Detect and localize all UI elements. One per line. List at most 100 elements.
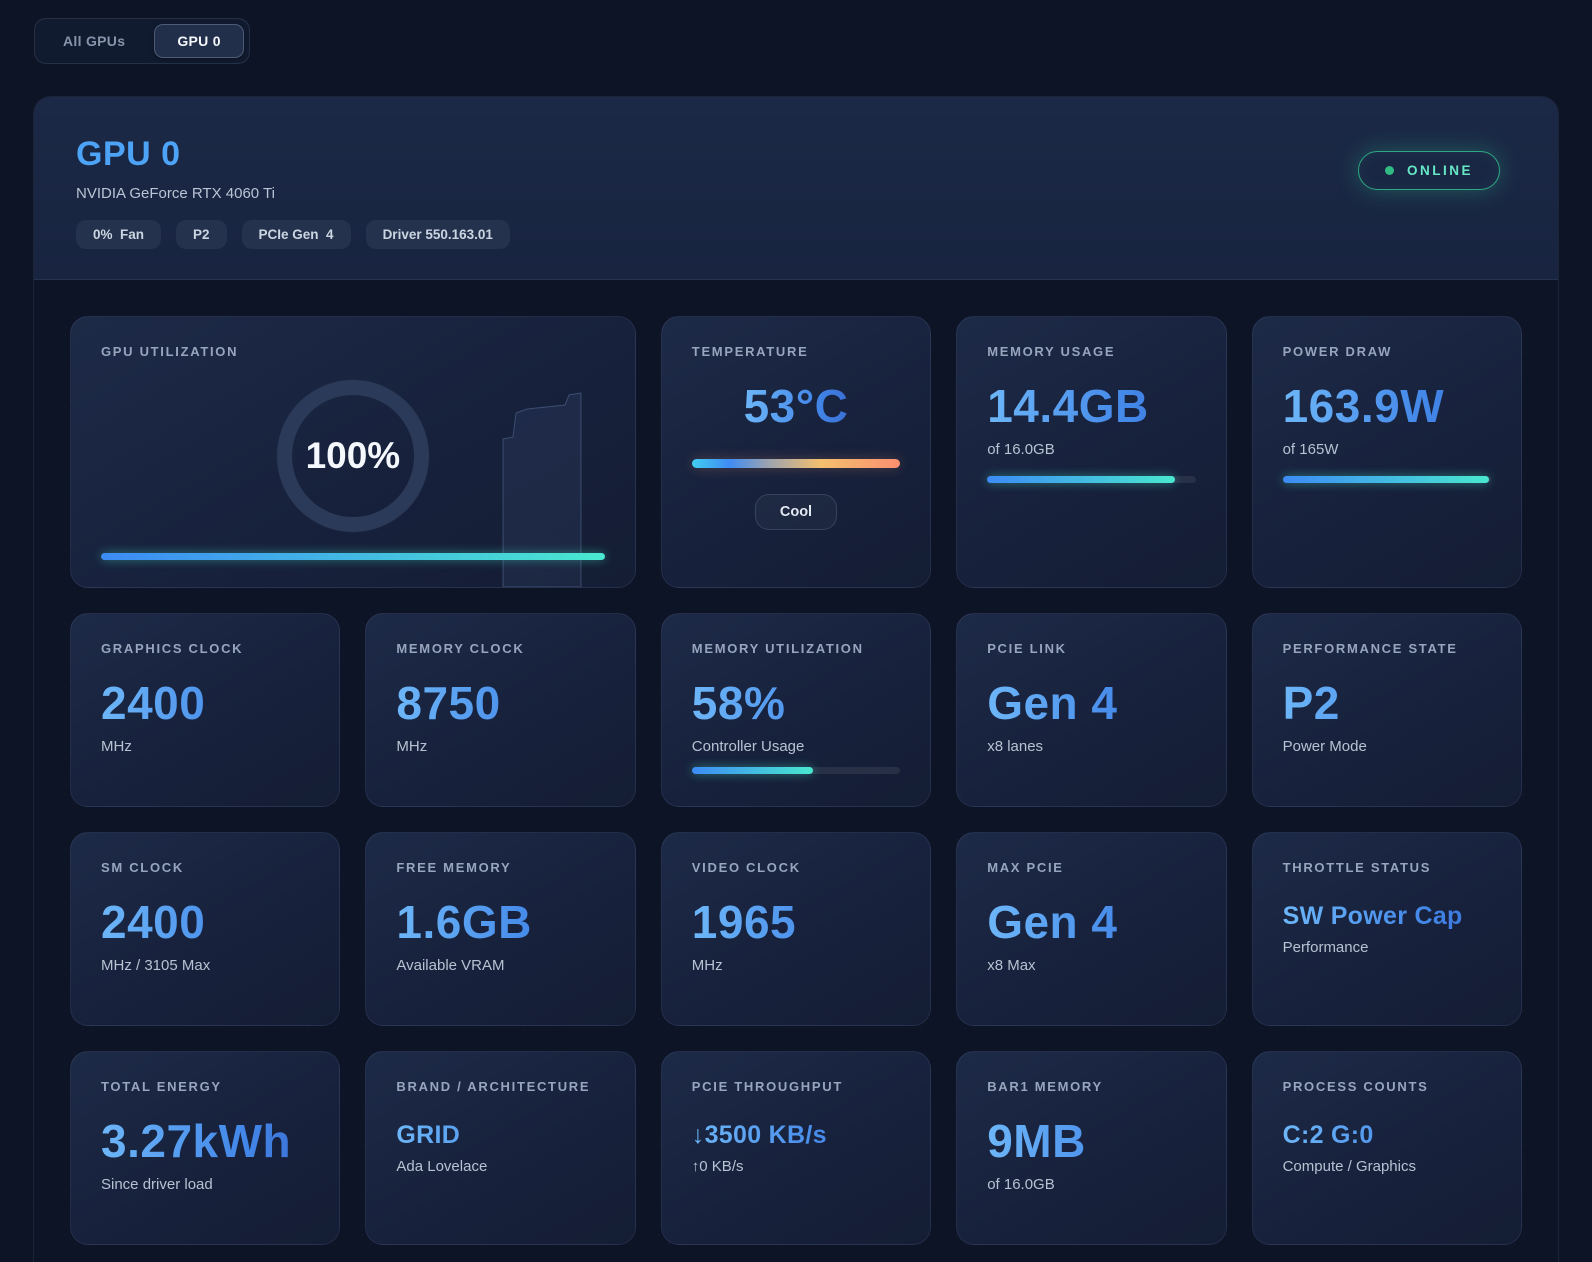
- sm-clock-value: 2400: [101, 899, 309, 945]
- pcie-link-value: Gen 4: [987, 680, 1195, 726]
- utilization-progress-track: [101, 553, 605, 560]
- memory-usage-value: 14.4GB: [987, 383, 1195, 429]
- card-memory-usage: MEMORY USAGE 14.4GB of 16.0GB: [956, 316, 1227, 588]
- max-pcie-label: MAX PCIE: [987, 860, 1064, 875]
- memory-usage-total: of 16.0GB: [987, 441, 1055, 458]
- status-badge-online: ONLINE: [1357, 151, 1500, 190]
- card-process-counts: PROCESS COUNTS C:2 G:0 Compute / Graphic…: [1251, 1051, 1522, 1245]
- process-counts-caption: Compute / Graphics: [1282, 1157, 1416, 1175]
- throttle-status-value: SW Power Cap: [1283, 902, 1491, 931]
- pcie-throughput-label: PCIE THROUGHPUT: [691, 1079, 843, 1094]
- utilization-history-chart: [502, 392, 582, 587]
- card-sm-clock: SM CLOCK 2400 MHz / 3105 Max: [70, 832, 341, 1026]
- performance-state-label: PERFORMANCE STATE: [1282, 641, 1458, 656]
- badge-pstate: P2: [176, 220, 227, 249]
- card-performance-state: PERFORMANCE STATE P2 Power Mode: [1251, 613, 1522, 807]
- pcie-link-label: PCIE LINK: [987, 641, 1067, 656]
- sm-clock-caption: MHz / 3105 Max: [101, 957, 211, 974]
- video-clock-value: 1965: [692, 899, 900, 945]
- max-pcie-value: Gen 4: [987, 899, 1195, 945]
- badge-row: 0% Fan P2 PCIe Gen 4 Driver 550.163.01: [76, 220, 1516, 249]
- power-draw-progress-track: [1282, 476, 1491, 483]
- memory-usage-progress-fill: [987, 476, 1175, 483]
- bar1-memory-label: BAR1 MEMORY: [987, 1079, 1103, 1094]
- max-pcie-caption: x8 Max: [987, 957, 1036, 974]
- total-energy-label: TOTAL ENERGY: [101, 1079, 222, 1094]
- memory-usage-label: MEMORY USAGE: [987, 344, 1116, 359]
- card-temperature: TEMPERATURE 53°C Cool: [660, 316, 932, 588]
- graphics-clock-unit: MHz: [101, 738, 132, 755]
- memory-usage-progress-track: [987, 476, 1196, 483]
- memory-utilization-caption: Controller Usage: [691, 738, 805, 755]
- graphics-clock-value: 2400: [101, 680, 309, 726]
- tab-gpu-0[interactable]: GPU 0: [154, 24, 244, 58]
- card-bar1-memory: BAR1 MEMORY 9MB of 16.0GB: [956, 1051, 1227, 1245]
- memory-utilization-progress-fill: [691, 767, 813, 774]
- card-memory-clock: MEMORY CLOCK 8750 MHz: [365, 613, 636, 807]
- page-title: GPU 0: [76, 135, 181, 173]
- graphics-clock-label: GRAPHICS CLOCK: [101, 641, 244, 656]
- gpu-model-name: NVIDIA GeForce RTX 4060 Ti: [76, 185, 275, 202]
- card-pcie-throughput: PCIE THROUGHPUT ↓3500 KB/s ↑0 KB/s: [660, 1051, 932, 1245]
- pcie-rx-value: ↓3500 KB/s: [692, 1121, 900, 1150]
- temperature-status-chip: Cool: [754, 494, 838, 530]
- bar1-memory-total: of 16.0GB: [987, 1176, 1055, 1193]
- card-memory-utilization: MEMORY UTILIZATION 58% Controller Usage: [660, 613, 932, 807]
- gpu-selector-tabs: All GPUs GPU 0: [34, 18, 250, 64]
- badge-pcie-gen: PCIe Gen 4: [241, 220, 351, 249]
- brand-architecture-label: BRAND / ARCHITECTURE: [396, 1079, 591, 1094]
- card-power-draw: POWER DRAW 163.9W of 165W: [1251, 316, 1522, 588]
- online-status-label: ONLINE: [1406, 163, 1473, 178]
- video-clock-unit: MHz: [691, 957, 723, 974]
- gpu-header: GPU 0 NVIDIA GeForce RTX 4060 Ti 0% Fan …: [34, 97, 1558, 280]
- pcie-tx-value: ↑0 KB/s: [691, 1157, 744, 1175]
- power-draw-progress-fill: [1282, 476, 1489, 483]
- badge-driver-version: Driver 550.163.01: [365, 220, 510, 249]
- temperature-label: TEMPERATURE: [691, 344, 809, 359]
- memory-clock-label: MEMORY CLOCK: [396, 641, 525, 656]
- free-memory-value: 1.6GB: [396, 899, 604, 945]
- card-graphics-clock: GRAPHICS CLOCK 2400 MHz: [70, 613, 341, 807]
- process-counts-label: PROCESS COUNTS: [1282, 1079, 1429, 1094]
- card-max-pcie: MAX PCIE Gen 4 x8 Max: [956, 832, 1227, 1026]
- free-memory-label: FREE MEMORY: [396, 860, 512, 875]
- bar1-memory-value: 9MB: [987, 1118, 1195, 1164]
- memory-utilization-progress-track: [691, 767, 901, 774]
- card-free-memory: FREE MEMORY 1.6GB Available VRAM: [365, 832, 636, 1026]
- performance-state-value: P2: [1283, 680, 1491, 726]
- total-energy-value: 3.27kWh: [101, 1118, 309, 1164]
- badge-fan: 0% Fan: [76, 220, 162, 249]
- utilization-ring-gauge: 100%: [276, 380, 429, 532]
- brand-value: GRID: [396, 1121, 604, 1150]
- card-total-energy: TOTAL ENERGY 3.27kWh Since driver load: [70, 1051, 341, 1245]
- sm-clock-label: SM CLOCK: [101, 860, 184, 875]
- free-memory-caption: Available VRAM: [396, 957, 505, 974]
- memory-clock-unit: MHz: [396, 738, 428, 755]
- throttle-status-label: THROTTLE STATUS: [1282, 860, 1432, 875]
- gpu-utilization-label: GPU UTILIZATION: [101, 344, 239, 359]
- temperature-gradient-bar: [691, 459, 901, 468]
- card-brand-architecture: BRAND / ARCHITECTURE GRID Ada Lovelace: [365, 1051, 636, 1245]
- architecture-value: Ada Lovelace: [396, 1157, 488, 1175]
- memory-utilization-label: MEMORY UTILIZATION: [691, 641, 864, 656]
- memory-clock-value: 8750: [396, 680, 604, 726]
- card-pcie-link: PCIE LINK Gen 4 x8 lanes: [956, 613, 1227, 807]
- metric-card-grid: GPU UTILIZATION 100% TEMPERATURE 53°C Co…: [34, 280, 1558, 1262]
- video-clock-label: VIDEO CLOCK: [691, 860, 801, 875]
- online-status-dot-icon: [1384, 166, 1394, 175]
- throttle-status-caption: Performance: [1282, 938, 1369, 956]
- power-draw-label: POWER DRAW: [1282, 344, 1393, 359]
- pcie-link-lanes: x8 lanes: [987, 738, 1044, 755]
- power-draw-value: 163.9W: [1283, 383, 1491, 429]
- total-energy-caption: Since driver load: [101, 1176, 213, 1193]
- card-gpu-utilization: GPU UTILIZATION 100%: [70, 316, 636, 588]
- utilization-progress-fill: [101, 553, 605, 560]
- tab-all-gpus[interactable]: All GPUs: [63, 33, 126, 49]
- performance-state-caption: Power Mode: [1282, 738, 1367, 755]
- memory-utilization-value: 58%: [692, 680, 900, 726]
- gpu-detail-panel: GPU 0 NVIDIA GeForce RTX 4060 Ti 0% Fan …: [33, 96, 1559, 1262]
- card-throttle-status: THROTTLE STATUS SW Power Cap Performance: [1251, 832, 1522, 1026]
- process-counts-value: C:2 G:0: [1283, 1121, 1491, 1150]
- utilization-value: 100%: [305, 435, 401, 476]
- temperature-value: 53°C: [743, 380, 849, 432]
